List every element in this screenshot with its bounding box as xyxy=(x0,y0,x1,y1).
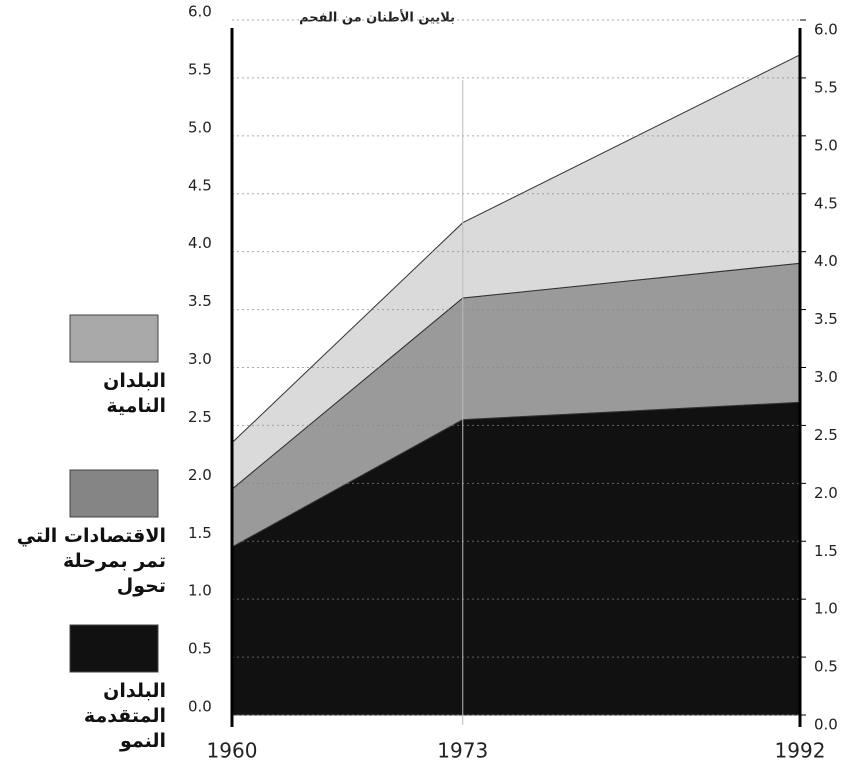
y2-tick-label: 0.0 xyxy=(814,716,838,734)
y2-tick-label: 4.5 xyxy=(814,194,838,212)
y2-tick-label: 1.5 xyxy=(814,542,838,560)
y2-tick-label: 5.0 xyxy=(814,136,838,154)
y2-tick-label: 1.0 xyxy=(814,600,838,618)
y-tick-label: 3.0 xyxy=(188,350,212,368)
y-tick-label: 4.0 xyxy=(188,234,212,252)
y2-tick-label: 6.0 xyxy=(814,21,838,39)
y2-tick-label: 3.5 xyxy=(814,310,838,328)
legend-swatch xyxy=(69,469,159,518)
y-tick-label: 5.5 xyxy=(188,60,212,78)
y-tick-label: 1.0 xyxy=(188,582,212,600)
chart-title: بلايين الأطنان من الفحم xyxy=(299,9,455,26)
y-tick-label: 2.0 xyxy=(188,466,212,484)
x-tick-label: 1973 xyxy=(437,739,488,763)
legend-swatch xyxy=(69,314,159,363)
y-tick-label: 0.0 xyxy=(188,698,212,716)
y2-tick-label: 2.0 xyxy=(814,484,838,502)
y2-tick-label: 0.5 xyxy=(814,658,838,676)
y2-tick-label: 5.5 xyxy=(814,78,838,96)
y-tick-label: 2.5 xyxy=(188,408,212,426)
y2-tick-label: 2.5 xyxy=(814,426,838,444)
legend-label: البلدان النامية xyxy=(103,370,166,417)
legend-swatch xyxy=(69,624,159,673)
x-tick-label: 1960 xyxy=(207,739,258,763)
y-tick-label: 6.0 xyxy=(188,3,212,21)
y-tick-label: 4.5 xyxy=(188,176,212,194)
x-tick-label: 1992 xyxy=(775,739,826,763)
y-tick-label: 1.5 xyxy=(188,524,212,542)
y-tick-label: 5.0 xyxy=(188,118,212,136)
y-tick-label: 0.5 xyxy=(188,640,212,658)
y2-tick-label: 4.0 xyxy=(814,252,838,270)
legend-label: البلدان المتقدمة النمو xyxy=(83,680,166,752)
legend-label: الاقتصادات التي تمر بمرحلة تحول xyxy=(16,525,166,597)
y-tick-label: 3.5 xyxy=(188,292,212,310)
y2-tick-label: 3.0 xyxy=(814,368,838,386)
